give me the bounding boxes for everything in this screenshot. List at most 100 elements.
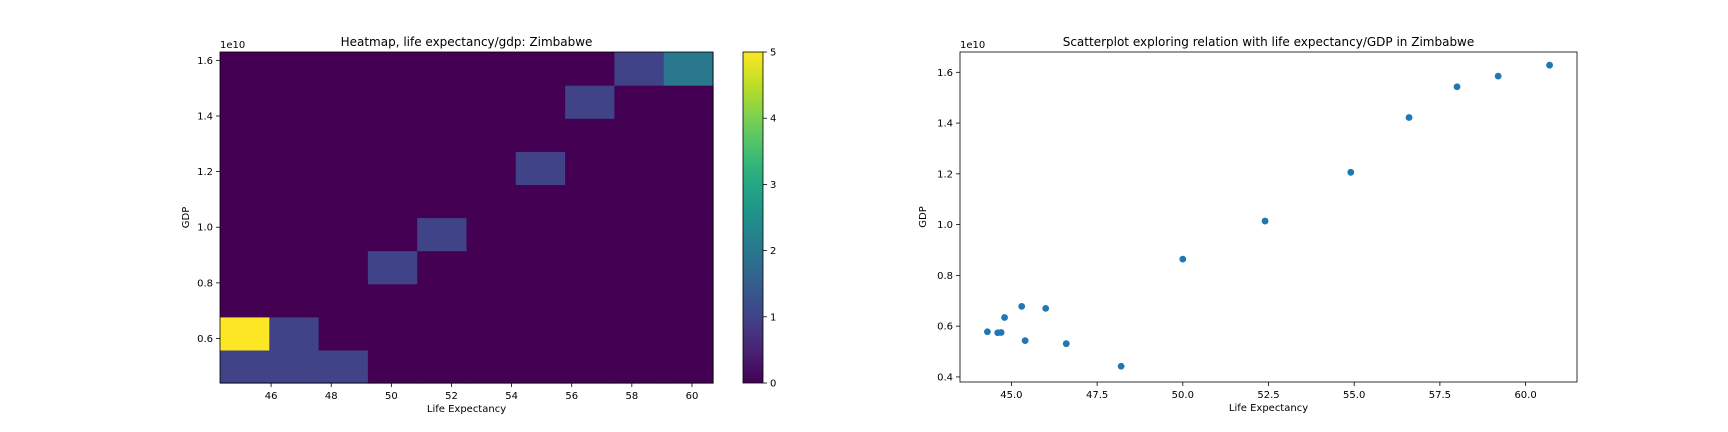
heatmap-title: Heatmap, life expectancy/gdp: Zimbabwe bbox=[341, 35, 593, 49]
heatmap-cell bbox=[269, 250, 320, 285]
heatmap-cell bbox=[220, 151, 270, 185]
scatter-point bbox=[1546, 61, 1553, 69]
heatmap-cell bbox=[417, 184, 468, 219]
x-tick-label: 60 bbox=[686, 391, 699, 402]
scatter-point bbox=[1494, 72, 1502, 80]
heatmap-cell bbox=[515, 118, 566, 152]
y-tick-label: 0.4 bbox=[937, 372, 953, 383]
heatmap-cell bbox=[614, 250, 665, 285]
heatmap-cell bbox=[515, 349, 566, 384]
heatmap-cell bbox=[367, 316, 418, 351]
heatmap-cell bbox=[565, 52, 615, 86]
x-tick-label: 50 bbox=[385, 391, 398, 402]
heatmap-cell bbox=[614, 85, 665, 119]
x-axis-label: Life Expectancy bbox=[427, 404, 506, 415]
heatmap-cell bbox=[269, 118, 320, 152]
heatmap-cell bbox=[565, 118, 615, 152]
heatmap-cell bbox=[565, 217, 615, 252]
x-tick-label: 58 bbox=[625, 391, 638, 402]
scatter-point bbox=[1117, 362, 1125, 370]
heatmap-cell bbox=[565, 349, 615, 384]
heatmap-cell bbox=[614, 217, 665, 252]
y-offset-label: 1e10 bbox=[220, 40, 245, 51]
x-tick-label: 52.5 bbox=[1257, 390, 1279, 401]
heatmap-cell bbox=[663, 52, 714, 86]
heatmap-cell bbox=[466, 151, 517, 185]
y-tick-label: 0.8 bbox=[937, 271, 953, 282]
heatmap-cell bbox=[220, 85, 270, 119]
heatmap-cell bbox=[367, 118, 418, 152]
heatmap-cell bbox=[417, 118, 468, 152]
y-tick-label: 1.2 bbox=[197, 167, 213, 178]
y-tick-label: 0.6 bbox=[937, 322, 953, 333]
colorbar-tick-label: 2 bbox=[770, 246, 776, 257]
x-axis-label: Life Expectancy bbox=[1229, 403, 1308, 414]
heatmap-cell bbox=[220, 349, 270, 384]
heatmap-cell bbox=[367, 184, 418, 219]
heatmap-cell bbox=[269, 217, 320, 252]
scatter-point bbox=[984, 328, 991, 336]
y-axis-label: GDP bbox=[181, 207, 192, 228]
y-tick-label: 1.2 bbox=[937, 169, 953, 180]
y-tick-label: 1.0 bbox=[197, 223, 213, 234]
heatmap-cell bbox=[663, 250, 714, 285]
heatmap-cell bbox=[565, 151, 615, 185]
heatmap-cell bbox=[220, 184, 270, 219]
heatmap-cell bbox=[367, 52, 418, 86]
heatmap-cell bbox=[663, 283, 714, 318]
heatmap-cell bbox=[565, 85, 615, 119]
heatmap-cell bbox=[220, 118, 270, 152]
scatter-point bbox=[1062, 340, 1070, 348]
heatmap-cell bbox=[269, 184, 320, 219]
heatmap-cell bbox=[565, 250, 615, 285]
y-tick-label: 0.8 bbox=[197, 278, 213, 289]
heatmap-cell bbox=[318, 85, 369, 119]
heatmap-cell bbox=[367, 250, 418, 285]
heatmap-cell bbox=[466, 283, 517, 318]
scatter-title: Scatterplot exploring relation with life… bbox=[1063, 35, 1475, 49]
heatmap-cell bbox=[367, 217, 418, 252]
heatmap-cell bbox=[417, 85, 468, 119]
heatmap-cell bbox=[318, 250, 369, 285]
heatmap-cell bbox=[663, 151, 714, 185]
x-tick-label: 52 bbox=[445, 391, 458, 402]
x-tick-label: 55.0 bbox=[1343, 390, 1365, 401]
y-axis-label: GDP bbox=[918, 206, 929, 227]
heatmap-cell bbox=[417, 349, 468, 384]
x-tick-label: 57.5 bbox=[1429, 390, 1451, 401]
x-tick-label: 45.0 bbox=[1000, 390, 1022, 401]
heatmap-cell bbox=[515, 283, 566, 318]
heatmap-cell bbox=[515, 151, 566, 185]
y-tick-label: 0.6 bbox=[197, 334, 213, 345]
scatter-frame bbox=[959, 51, 1578, 383]
heatmap-cell bbox=[220, 217, 270, 252]
heatmap-cell bbox=[515, 85, 566, 119]
scatter-point bbox=[1405, 114, 1413, 121]
scatter-point bbox=[1261, 217, 1269, 225]
heatmap-cell bbox=[614, 349, 665, 384]
colorbar-tick-label: 4 bbox=[770, 114, 776, 125]
scatter-point bbox=[1347, 168, 1355, 176]
scatter-point bbox=[1453, 83, 1461, 91]
heatmap-cell bbox=[663, 184, 714, 219]
heatmap-cell bbox=[663, 349, 714, 384]
heatmap-cell bbox=[220, 283, 270, 318]
heatmap-cell bbox=[614, 283, 665, 318]
heatmap-cell bbox=[318, 217, 369, 252]
heatmap-cell bbox=[220, 250, 270, 285]
scatter-point bbox=[1018, 302, 1026, 310]
heatmap-cell bbox=[269, 52, 320, 86]
scatter-point bbox=[997, 329, 1005, 336]
heatmap-cell bbox=[318, 283, 369, 318]
heatmap-cell bbox=[269, 151, 320, 185]
x-tick-label: 50.0 bbox=[1172, 390, 1194, 401]
heatmap-cell bbox=[515, 184, 566, 219]
x-tick-label: 47.5 bbox=[1086, 390, 1108, 401]
heatmap-cell bbox=[515, 217, 566, 252]
heatmap-cell bbox=[318, 316, 369, 351]
heatmap-cell bbox=[417, 217, 468, 252]
heatmap-cell bbox=[220, 316, 270, 351]
